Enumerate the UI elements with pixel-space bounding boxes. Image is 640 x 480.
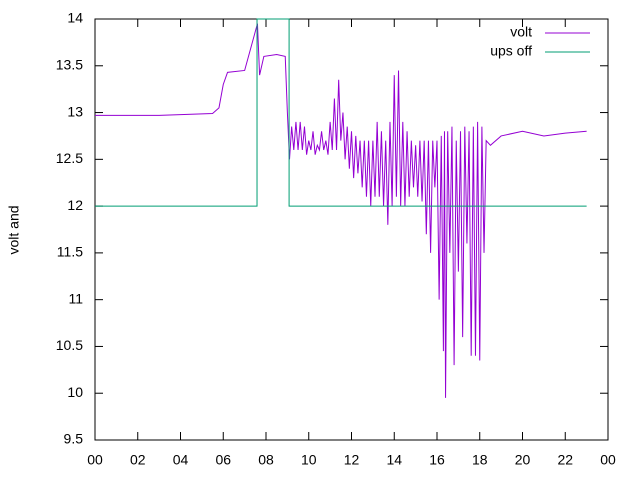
x-tick-label: 06 (215, 452, 231, 468)
y-tick-label: 13.5 (56, 56, 83, 72)
y-tick-label: 10 (67, 384, 83, 400)
x-tick-label: 02 (130, 452, 146, 468)
x-tick-label: 12 (344, 452, 360, 468)
y-tick-label: 12 (67, 197, 83, 213)
series-line (95, 23, 587, 398)
y-tick-label: 11.5 (57, 244, 83, 260)
x-tick-label: 20 (515, 452, 531, 468)
x-tick-label: 00 (87, 452, 103, 468)
x-tick-label: 18 (472, 452, 488, 468)
legend-label: ups off (490, 43, 532, 59)
x-tick-label: 04 (173, 452, 189, 468)
legend-label: volt (510, 24, 532, 40)
x-tick-label: 00 (600, 452, 616, 468)
x-tick-label: 14 (386, 452, 402, 468)
x-tick-label: 22 (557, 452, 573, 468)
x-tick-label: 10 (301, 452, 317, 468)
y-tick-label: 10.5 (56, 337, 83, 353)
series-line (95, 18, 587, 207)
y-tick-label: 11 (68, 290, 83, 306)
y-tick-label: 9.5 (64, 431, 84, 447)
y-axis-label: volt and (6, 205, 22, 254)
plot-frame (94, 18, 609, 441)
y-tick-label: 13 (67, 103, 83, 119)
y-tick-label: 14 (67, 10, 83, 26)
x-tick-label: 08 (258, 452, 274, 468)
y-tick-label: 12.5 (56, 150, 83, 166)
x-tick-label: 16 (429, 452, 445, 468)
